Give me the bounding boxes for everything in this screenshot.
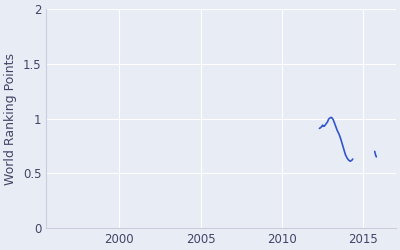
Y-axis label: World Ranking Points: World Ranking Points [4,52,17,184]
